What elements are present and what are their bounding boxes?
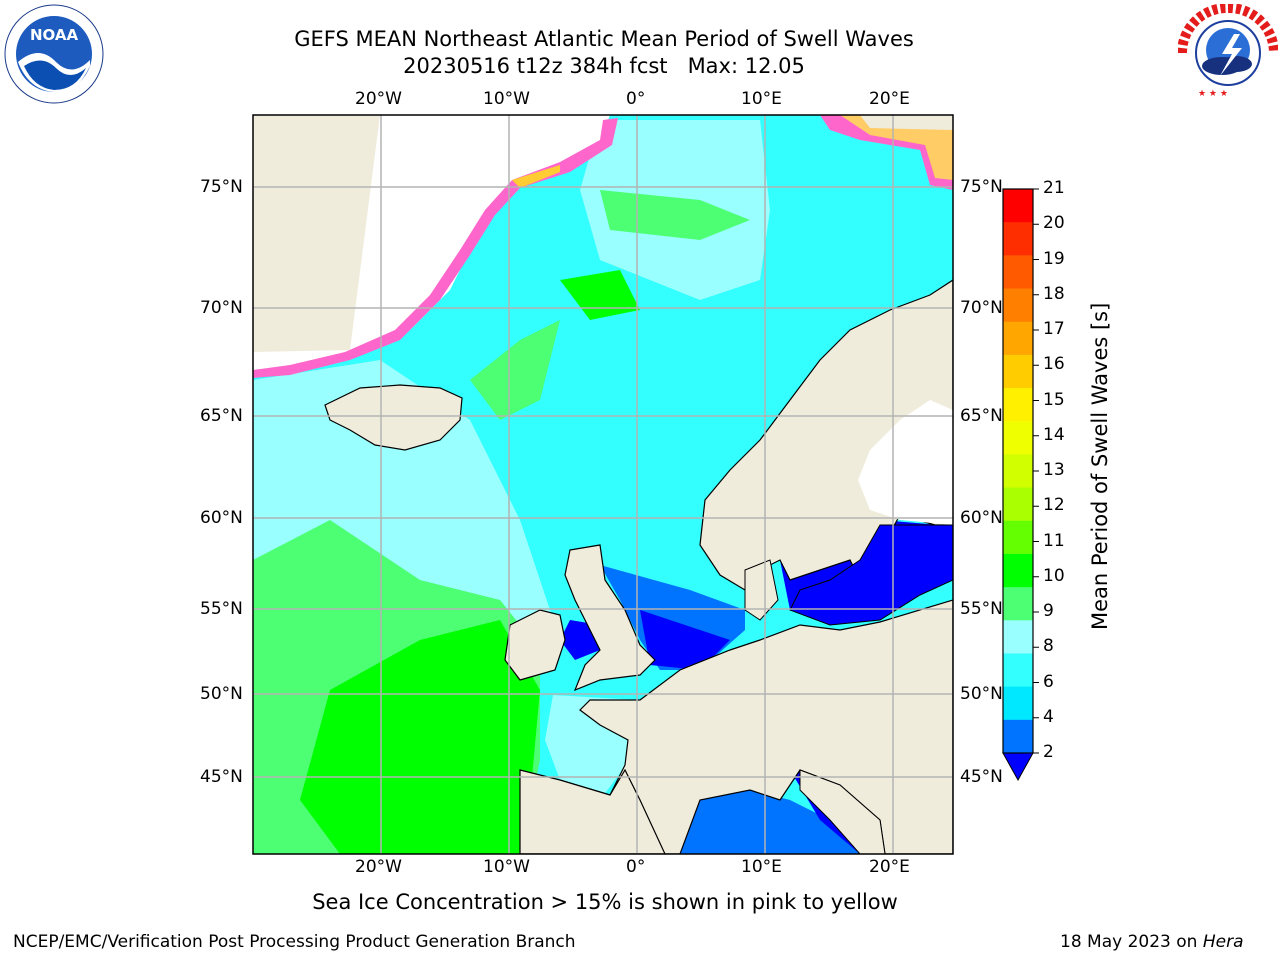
noaa-logo: NOAA: [4, 4, 104, 104]
swell-region-north-sea-low: [640, 610, 730, 670]
land-iceland: [324, 384, 463, 451]
svg-text:★ ★ ★: ★ ★ ★: [1198, 89, 1228, 99]
colorbar-segment: [1003, 520, 1033, 555]
footer-left: NCEP/EMC/Verification Post Processing Pr…: [13, 932, 576, 952]
colorbar-segment: [1003, 189, 1033, 223]
lat-tick-right-75n: 75°N: [960, 177, 1003, 197]
footer-host: Hera: [1202, 932, 1244, 952]
sea-baltic: [789, 524, 953, 626]
land-ireland: [504, 609, 566, 681]
lat-tick-left-60n: 60°N: [200, 508, 243, 528]
sea-ice-note: Sea Ice Concentration > 15% is shown in …: [312, 890, 898, 914]
lon-tick-bottom-10e: 10°E: [741, 857, 782, 877]
land-svalbard: [860, 115, 953, 130]
lat-tick-right-45n: 45°N: [960, 767, 1003, 787]
lon-tick-top-20e: 20°E: [869, 89, 910, 109]
map-frame: [252, 114, 954, 855]
colorbar-tick-label: 16: [1043, 354, 1065, 375]
colorbar-segment: [1003, 354, 1033, 389]
nws-logo: ★ ★ ★: [1177, 2, 1279, 102]
lat-tick-left-65n: 65°N: [200, 406, 243, 426]
colorbar-tick-label: 13: [1043, 460, 1065, 480]
colorbar-segment: [1003, 719, 1033, 754]
colorbar-tick-label: 4: [1043, 706, 1054, 727]
colorbar-segment: [1003, 222, 1033, 256]
colorbar-tick-label: 20: [1043, 213, 1065, 234]
colorbar-segment: [1003, 454, 1033, 489]
colorbar-tick-label: 8: [1043, 636, 1054, 657]
colorbar-tick-label: 18: [1043, 283, 1065, 304]
lon-tick-bottom-0: 0°: [626, 857, 646, 877]
colorbar-segment: [1003, 553, 1033, 588]
lat-tick-left-50n: 50°N: [200, 684, 243, 704]
nws-logo-icon: ★ ★ ★: [1177, 2, 1279, 100]
ice-edge-yellow: [512, 165, 560, 188]
lon-tick-top-20w: 20°W: [355, 89, 402, 109]
colorbar-segment: [1003, 288, 1033, 323]
colorbar-segment: [1003, 321, 1033, 356]
colorbar-tick-label: 12: [1043, 495, 1065, 516]
lat-tick-right-55n: 55°N: [960, 599, 1003, 619]
colorbar-segment: [1003, 653, 1033, 688]
colorbar-tick-label: 21: [1043, 178, 1065, 198]
lon-tick-bottom-10w: 10°W: [483, 857, 530, 877]
lat-tick-left-55n: 55°N: [200, 599, 243, 619]
land-great-britain: [564, 544, 656, 692]
land-greenland: [253, 115, 380, 352]
colorbar-tick-label: 19: [1043, 248, 1065, 269]
lat-tick-right-65n: 65°N: [960, 406, 1003, 426]
swell-region-mediterranean: [665, 790, 860, 854]
colorbar-tick-label: 10: [1043, 565, 1065, 586]
lat-tick-right-70n: 70°N: [960, 298, 1003, 318]
colorbar-tick-label: 6: [1043, 671, 1054, 692]
colorbar-label: Mean Period of Swell Waves [s]: [1088, 302, 1112, 630]
lon-tick-top-10w: 10°W: [483, 89, 530, 109]
colorbar-tick-label: 2: [1043, 742, 1054, 762]
colorbar-segment: [1003, 421, 1033, 455]
ice-edge-svalbard-inner: [840, 115, 953, 180]
sea-ice-bothnia: [858, 400, 953, 525]
graticule: [253, 115, 953, 854]
chart-title: GEFS MEAN Northeast Atlantic Mean Period…: [294, 27, 914, 51]
lat-tick-left-75n: 75°N: [200, 177, 243, 197]
colorbar-segment: [1003, 487, 1033, 522]
colorbar-tick-label: 15: [1043, 389, 1065, 410]
land-iberia: [519, 768, 666, 854]
land-italy: [799, 769, 886, 854]
colorbar-tick-label: 11: [1043, 530, 1065, 551]
lat-tick-left-45n: 45°N: [200, 767, 243, 787]
footer-right: 18 May 2023 on Hera: [1060, 932, 1244, 952]
footer-date: 18 May 2023 on: [1060, 932, 1203, 952]
colorbar-tick-label: 14: [1043, 424, 1065, 445]
colorbar-segment: [1003, 620, 1033, 654]
lat-tick-right-50n: 50°N: [960, 684, 1003, 704]
noaa-logo-icon: NOAA: [4, 4, 104, 104]
swell-region-11s: [300, 620, 540, 854]
colorbar-segment: [1003, 587, 1033, 621]
colorbar-segment: [1003, 388, 1033, 422]
colorbar-tick-label: 17: [1043, 319, 1065, 339]
noaa-logo-text: NOAA: [30, 26, 79, 44]
lon-tick-bottom-20e: 20°E: [869, 857, 910, 877]
colorbar-segment: [1003, 686, 1033, 721]
colorbar-under-arrow: [1002, 752, 1034, 782]
lat-tick-right-60n: 60°N: [960, 508, 1003, 528]
lon-tick-top-0: 0°: [626, 89, 646, 109]
colorbar-tick-label: 9: [1043, 601, 1054, 621]
colorbar: [1002, 188, 1039, 782]
lat-tick-left-70n: 70°N: [200, 298, 243, 318]
swell-region-norwegian-sea: [470, 320, 560, 420]
lon-tick-bottom-20w: 20°W: [355, 857, 402, 877]
colorbar-segment: [1003, 255, 1033, 290]
chart-subtitle: 20230516 t12z 384h fcst Max: 12.05: [403, 54, 805, 78]
lon-tick-top-10e: 10°E: [741, 89, 782, 109]
land-denmark: [744, 559, 779, 621]
